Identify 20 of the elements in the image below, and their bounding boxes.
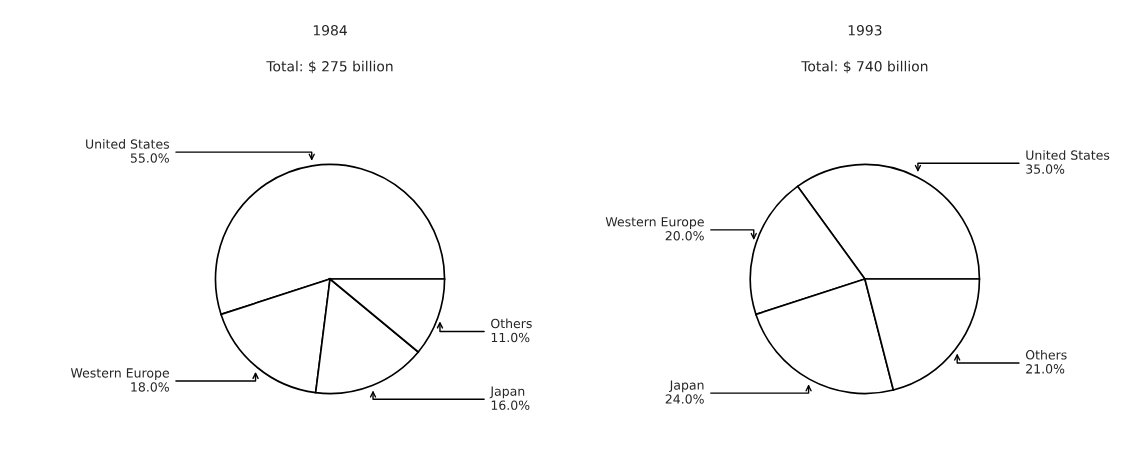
slice-label: Others <box>491 318 532 329</box>
data-label: 18.0% <box>131 382 169 392</box>
data-label: 20.0% <box>665 231 704 241</box>
chart-subtitle: Total: $ 740 billion <box>801 60 928 74</box>
data-label: 16.0% <box>491 400 530 410</box>
data-label: 11.0% <box>491 332 530 343</box>
slice-label: United States <box>1026 150 1110 160</box>
slice-label: Others <box>1025 349 1067 360</box>
slice-label: Western Europe <box>605 217 704 229</box>
data-label: 24.0% <box>665 394 704 404</box>
chart-subtitle: Total: $ 275 billion <box>266 60 393 74</box>
data-label: 21.0% <box>1026 364 1065 374</box>
chart-title: 1993 <box>848 25 882 36</box>
data-label: 35.0% <box>1026 164 1065 174</box>
slice-label: Japan <box>489 386 525 399</box>
slice-label: Western Europe <box>70 368 169 381</box>
chart-title: 1984 <box>313 25 347 36</box>
slice-label: Japan <box>669 380 704 393</box>
slice-label: United States <box>86 139 170 149</box>
data-label: 55.0% <box>130 153 169 163</box>
